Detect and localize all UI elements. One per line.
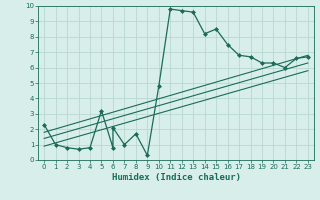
X-axis label: Humidex (Indice chaleur): Humidex (Indice chaleur): [111, 173, 241, 182]
